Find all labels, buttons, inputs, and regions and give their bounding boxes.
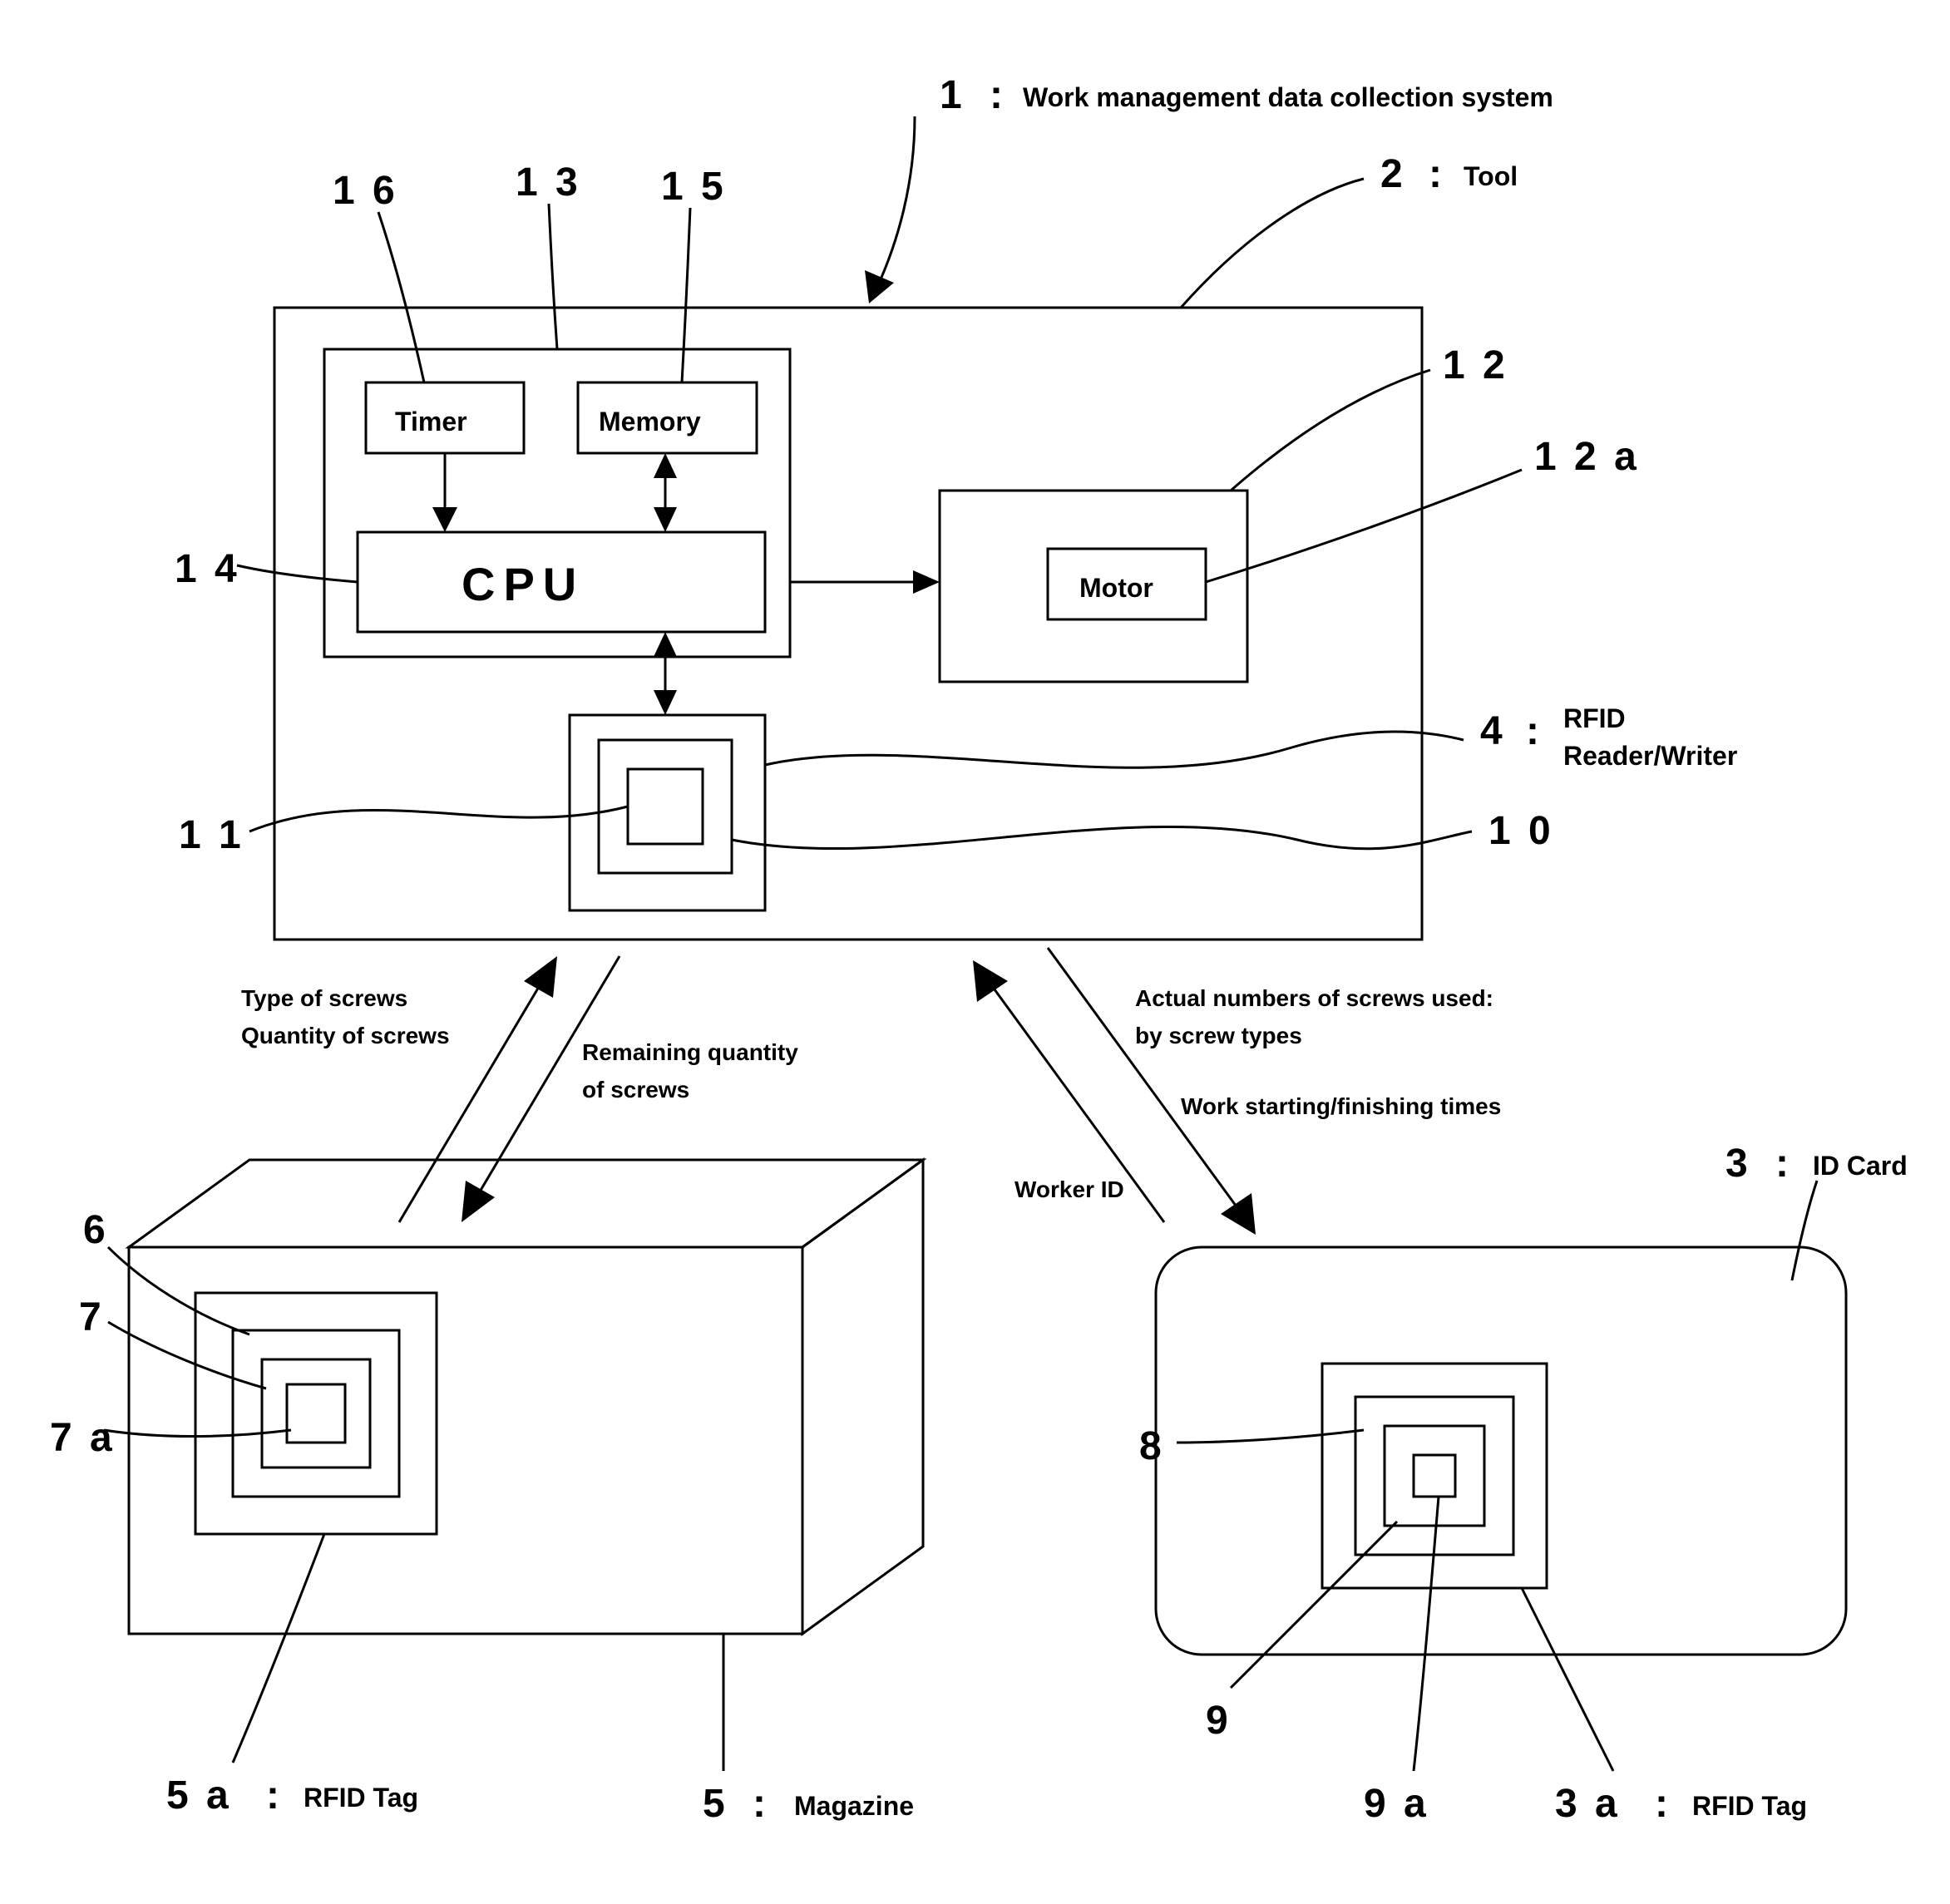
label-5: Magazine xyxy=(794,1791,914,1821)
lead-12a xyxy=(1206,470,1522,582)
lead-9a xyxy=(1414,1497,1439,1771)
num-3a-colon: : xyxy=(1655,1782,1671,1826)
right-up-text1: Actual numbers of screws used: xyxy=(1135,985,1493,1011)
num-3: 3 xyxy=(1725,1142,1751,1186)
left-arrow-up xyxy=(399,956,557,1222)
num-13: 1 3 xyxy=(516,160,581,205)
idcard-rfid-8 xyxy=(1355,1397,1513,1555)
label-3a: RFID Tag xyxy=(1692,1791,1807,1821)
left-up-text2: Quantity of screws xyxy=(241,1023,450,1048)
timer-to-cpu-arrow xyxy=(432,453,457,532)
num-2-colon: : xyxy=(1429,152,1445,196)
lead-13 xyxy=(549,204,557,349)
memory-label: Memory xyxy=(599,407,701,437)
rfid-rw-antenna xyxy=(599,740,732,873)
right-down-text: Worker ID xyxy=(1014,1176,1124,1202)
label-2: Tool xyxy=(1464,161,1518,191)
num-9a: 9 a xyxy=(1364,1782,1429,1826)
num-12: 1 2 xyxy=(1443,343,1508,387)
label-4b: Reader/Writer xyxy=(1563,741,1737,771)
num-16: 1 6 xyxy=(333,169,398,213)
lead-8 xyxy=(1177,1430,1364,1443)
num-5a: 5 a xyxy=(166,1773,232,1818)
num-12a: 1 2 a xyxy=(1534,435,1640,479)
label-3: ID Card xyxy=(1813,1151,1908,1181)
right-up-text3: Work starting/finishing times xyxy=(1181,1093,1501,1119)
num-8: 8 xyxy=(1139,1424,1165,1468)
motor-label: Motor xyxy=(1079,573,1153,603)
magazine-rfid-7 xyxy=(262,1359,370,1467)
right-up-text2: by screw types xyxy=(1135,1023,1302,1048)
num-5-colon: : xyxy=(753,1782,769,1826)
num-4: 4 xyxy=(1480,709,1506,753)
lead-2 xyxy=(1181,179,1364,308)
diagram-canvas: Timer Memory CPU Motor xyxy=(0,0,1950,1904)
timer-label: Timer xyxy=(395,407,467,437)
num-3-colon: : xyxy=(1775,1142,1792,1186)
lead-5a xyxy=(233,1534,324,1763)
label-5a: RFID Tag xyxy=(304,1783,418,1813)
lead-11 xyxy=(249,806,628,831)
lead-10 xyxy=(732,826,1472,848)
tool-box xyxy=(274,308,1422,940)
num-5: 5 xyxy=(703,1782,728,1826)
idcard-rfid-9 xyxy=(1385,1426,1484,1526)
lead-15 xyxy=(682,208,690,382)
cpu-label: CPU xyxy=(462,558,585,610)
cpu-to-motor-arrow xyxy=(790,570,940,594)
lead-14 xyxy=(237,565,358,582)
num-14: 1 4 xyxy=(175,547,240,591)
num-3a: 3 a xyxy=(1555,1782,1621,1826)
num-4-colon: : xyxy=(1526,709,1543,753)
left-down-text1: Remaining quantity xyxy=(582,1039,798,1065)
left-up-text1: Type of screws xyxy=(241,985,407,1011)
num-15: 1 5 xyxy=(661,165,727,209)
num-5a-colon: : xyxy=(266,1773,283,1818)
lead-3a xyxy=(1522,1588,1613,1771)
cpu-rfid-double-arrow xyxy=(654,632,677,715)
magazine-3dbox xyxy=(129,1160,923,1634)
lead-12 xyxy=(1231,370,1430,491)
num-6: 6 xyxy=(83,1208,109,1252)
rfid-rw-chip xyxy=(628,769,703,844)
lead-4 xyxy=(765,732,1464,767)
num-7: 7 xyxy=(79,1295,105,1339)
num-7a: 7 a xyxy=(50,1416,116,1460)
lead-3 xyxy=(1792,1181,1817,1280)
lead-16 xyxy=(378,212,424,382)
memory-cpu-double-arrow xyxy=(654,453,677,532)
num-2: 2 xyxy=(1380,152,1406,196)
control-module-box xyxy=(324,349,790,657)
num-11: 1 1 xyxy=(179,813,244,857)
num-9: 9 xyxy=(1206,1699,1232,1743)
id-card xyxy=(1156,1247,1846,1655)
label-4a: RFID xyxy=(1563,703,1626,733)
num-1-colon: : xyxy=(990,73,1006,117)
num-10: 1 0 xyxy=(1488,809,1554,853)
label-1: Work management data collection system xyxy=(1023,82,1553,112)
lead-9 xyxy=(1231,1522,1397,1688)
lead-1 xyxy=(865,116,915,303)
magazine-rfid-7a xyxy=(287,1384,345,1443)
left-down-text2: of screws xyxy=(582,1077,689,1102)
idcard-rfid-9a xyxy=(1414,1455,1455,1497)
num-1: 1 xyxy=(940,73,965,117)
magazine-rfid-6 xyxy=(233,1330,399,1497)
